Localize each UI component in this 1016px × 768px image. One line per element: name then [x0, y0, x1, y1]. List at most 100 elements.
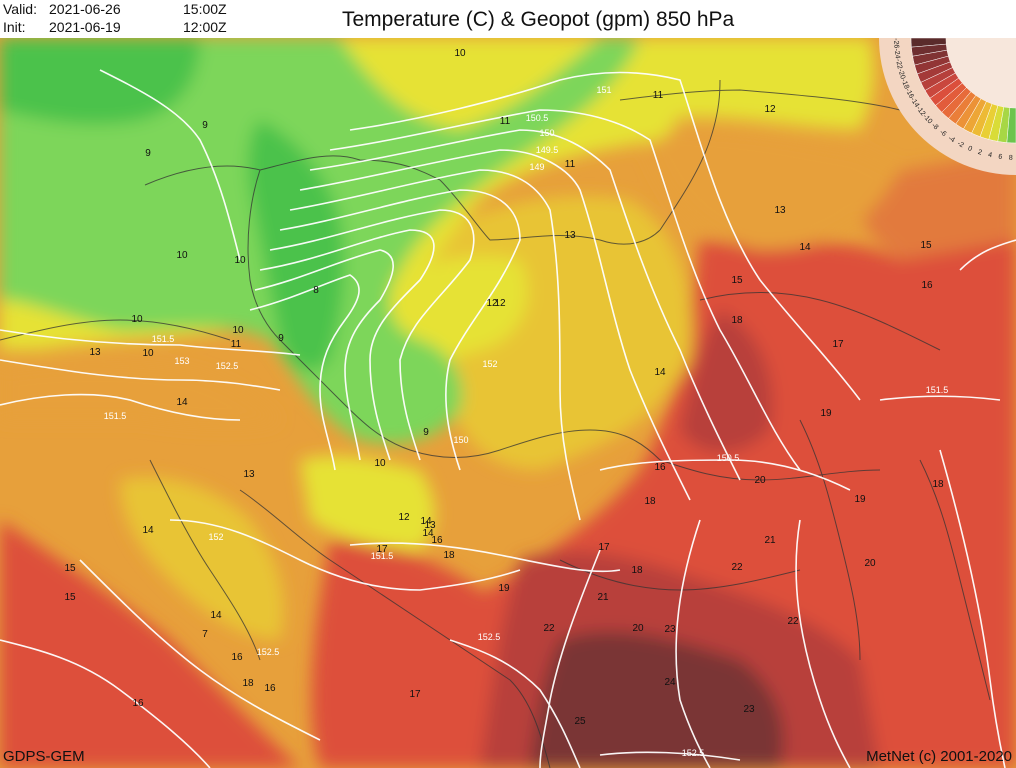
geopot-label: 150.5	[717, 453, 740, 463]
country-borders	[0, 79, 991, 768]
temperature-label: 10	[454, 48, 466, 59]
temperature-label: 12	[494, 298, 506, 309]
geopot-contour	[329, 109, 801, 471]
border-path	[239, 489, 421, 621]
geopot-contour	[879, 395, 1001, 401]
temperature-label: 14	[422, 528, 434, 539]
temperature-field	[0, 38, 1016, 768]
temperature-label: 13	[774, 205, 786, 216]
field-dark-red-2	[680, 310, 773, 453]
legend-scale-label: 2	[977, 149, 983, 157]
temperature-label: 10	[131, 314, 143, 325]
header: Valid: 2021-06-26 15:00Z Init: 2021-06-1…	[0, 0, 1016, 38]
geopot-label: 152	[482, 359, 497, 369]
temperature-label: 9	[145, 148, 151, 159]
temperature-label: 14	[210, 610, 222, 621]
temperature-label: 12	[398, 512, 410, 523]
legend-scale-label: -18	[900, 78, 910, 90]
temperature-label: 20	[632, 623, 644, 634]
geopot-label: 152.5	[257, 647, 280, 657]
legend-scale-label: -12	[915, 105, 927, 117]
temperature-label: 14	[654, 367, 666, 378]
legend-scale-label: 8	[1009, 155, 1013, 162]
border-path	[0, 319, 231, 341]
field-italy	[120, 477, 284, 640]
temperature-label: 19	[854, 494, 866, 505]
temperature-label: 9	[202, 120, 208, 131]
legend-scale-label: -14	[909, 97, 920, 109]
geopot-contour	[269, 209, 475, 461]
legend-scale-label: -8	[930, 122, 939, 131]
geopot-contour	[349, 71, 861, 401]
temperature-label: 17	[409, 689, 421, 700]
temperature-label: 17	[376, 544, 388, 555]
temperature-label: 18	[443, 550, 455, 561]
temperature-label: 23	[743, 704, 755, 715]
geopot-contours	[0, 69, 1016, 768]
geopot-label: 149	[529, 162, 544, 172]
temperature-label: 19	[498, 583, 510, 594]
geopot-contour	[99, 69, 241, 261]
temperature-label: 10	[142, 348, 154, 359]
temperature-label: 15	[731, 275, 743, 286]
legend-scale-label: -26	[892, 38, 899, 49]
geopot-contour	[449, 639, 581, 768]
temperature-label: 19	[820, 408, 832, 419]
geopot-label: 151.5	[152, 334, 175, 344]
legend-scale-label: 4	[987, 152, 992, 160]
border-path	[247, 169, 281, 341]
valid-date: 2021-06-26	[49, 1, 121, 17]
temperature-label: 10	[232, 325, 244, 336]
geopot-contour	[309, 129, 741, 481]
legend-scale-label: 0	[967, 145, 973, 153]
geopot-contour	[675, 519, 711, 768]
legend-scale-label: 6	[998, 154, 1003, 161]
field-orange-red-east	[857, 150, 1016, 260]
legend-center	[946, 38, 1016, 108]
geopot-label: 150.5	[526, 113, 549, 123]
geopot-contour	[79, 559, 321, 741]
border-path	[279, 339, 501, 458]
geopot-label: 151	[596, 85, 611, 95]
temperature-label: 22	[543, 623, 555, 634]
temperature-label: 23	[664, 624, 676, 635]
geopot-contour	[959, 239, 1016, 271]
geopot-label: 152.5	[478, 632, 501, 642]
temperature-label: 20	[754, 475, 766, 486]
temperature-label: 14	[799, 242, 811, 253]
geopot-contour	[169, 519, 521, 591]
border-path	[149, 459, 261, 661]
geopot-label: 151.5	[104, 411, 127, 421]
geopot-label: 152	[208, 532, 223, 542]
geopot-contour	[539, 549, 601, 768]
temperature-legend-dial: -26-24-22-20-18-16-14-12-10-8-6-4-2 0 2 4 6 8	[879, 38, 1016, 175]
temperature-label: 22	[787, 616, 799, 627]
geopot-label: 153	[174, 356, 189, 366]
temperature-label: 13	[564, 230, 576, 241]
temperature-label: 18	[242, 678, 254, 689]
temperature-label: 16	[654, 462, 666, 473]
geopot-contour	[0, 393, 241, 421]
geopot-label: 149.5	[536, 145, 559, 155]
border-path	[699, 292, 941, 351]
init-date: 2021-06-19	[49, 19, 121, 35]
copyright-credit: MetNet (c) 2001-2020	[866, 748, 1012, 765]
field-yellow-south	[300, 455, 435, 550]
temperature-label: 22	[731, 562, 743, 573]
geopot-contour	[349, 542, 621, 573]
temperature-label: 11	[500, 116, 511, 127]
temperature-label: 10	[374, 458, 386, 469]
field-yellow-north	[340, 38, 682, 320]
geopot-contour	[279, 189, 521, 471]
border-path	[919, 459, 991, 701]
model-name: GDPS-GEM	[3, 748, 85, 765]
temperature-label: 13	[89, 347, 101, 358]
temperature-label: 16	[231, 652, 243, 663]
temperature-label: 16	[921, 280, 933, 291]
valid-label: Valid:	[3, 1, 37, 17]
temperature-label: 10	[234, 255, 246, 266]
legend-scale-label: -6	[938, 129, 947, 138]
temperature-label: 14	[142, 525, 154, 536]
temperature-label: 16	[431, 535, 443, 546]
